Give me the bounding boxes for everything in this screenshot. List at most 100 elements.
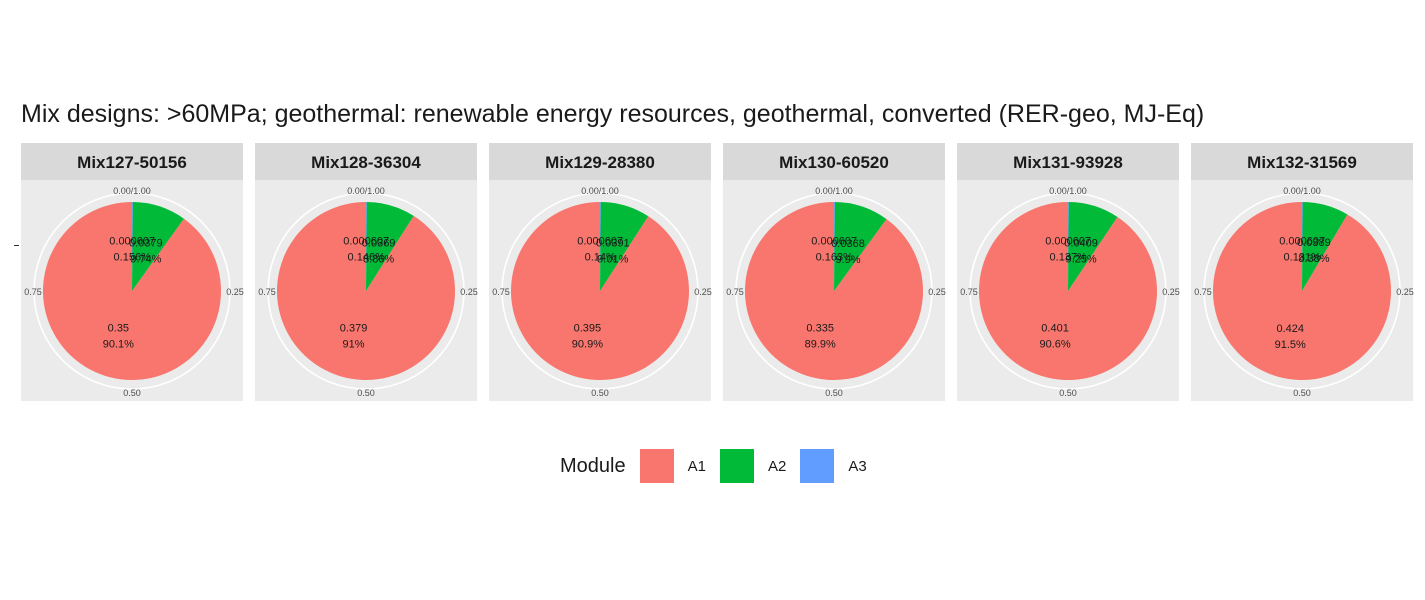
legend-item-a2: A2: [719, 449, 787, 483]
facet-strip-label: Mix127-50156: [77, 153, 187, 172]
pie-slice-a1: [745, 202, 924, 380]
data-label-percent: 89.9%: [805, 338, 836, 350]
data-label-value: 0.0368: [831, 238, 865, 250]
data-label-percent: 0.163%: [816, 252, 854, 264]
polar-tick-label: 0.00/1.00: [113, 186, 151, 196]
data-label-percent: 8.38%: [1298, 253, 1329, 265]
data-label-value: 0.335: [806, 322, 834, 334]
polar-tick-label: 0.50: [123, 388, 141, 398]
legend-key-a2: [719, 449, 754, 483]
data-label-value: 0.000607: [343, 236, 389, 248]
polar-tick-label: 0.75: [492, 287, 510, 297]
pie-slice-a2: [1302, 202, 1348, 291]
legend: Module A1 A2 A3: [560, 448, 881, 484]
data-label-percent: 9.01%: [597, 253, 628, 265]
legend-key-a1: [639, 449, 674, 483]
data-label-percent: 0.156%: [114, 252, 152, 264]
data-label-value: 0.0391: [596, 237, 630, 249]
facet-strip: [723, 143, 945, 180]
data-label-value: 0.35: [108, 322, 129, 334]
data-label-percent: 90.6%: [1039, 339, 1070, 351]
data-label-value: 0.379: [340, 323, 368, 335]
pie-slice-a2: [834, 202, 887, 291]
axis-tick-mark: [14, 245, 19, 246]
data-label-value: 0.000607: [109, 236, 155, 248]
pie-slice-a1: [42, 202, 222, 380]
pie-slice-a3: [1302, 202, 1303, 291]
legend-label-a1: A1: [687, 457, 706, 475]
data-label-value: 0.0389: [1297, 237, 1331, 249]
data-label-value: 0.0409: [1064, 237, 1098, 249]
data-label-percent: 91.5%: [1275, 339, 1306, 351]
pie-slice-a2: [1068, 202, 1118, 291]
data-label-value: 0.000607: [1045, 236, 1091, 248]
facet-strip: [489, 143, 711, 180]
polar-tick-label: 0.75: [258, 287, 276, 297]
polar-tick-label: 0.75: [726, 287, 744, 297]
pie-slice-a2: [366, 202, 414, 291]
pie-slice-a3: [132, 202, 133, 291]
polar-tick-label: 0.00/1.00: [347, 186, 385, 196]
data-label-value: 0.424: [1276, 323, 1304, 335]
data-label-percent: 91%: [343, 339, 365, 351]
legend-label-a2: A2: [767, 457, 787, 475]
data-label-value: 0.000607: [1279, 236, 1325, 248]
legend-key-a3: [800, 449, 835, 483]
pie-slice-a2: [600, 202, 649, 291]
polar-tick-label: 0.00/1.00: [815, 186, 853, 196]
pie-slice-a3: [600, 202, 601, 291]
legend-item-a1: A1: [639, 449, 706, 483]
data-label-percent: 9.74%: [130, 254, 161, 266]
pie-slice-a2: [132, 202, 184, 291]
data-label-value: 0.0379: [129, 238, 163, 250]
polar-tick-label: 0.00/1.00: [1283, 186, 1321, 196]
data-label-percent: 9.9%: [835, 254, 860, 266]
polar-tick-label: 0.25: [928, 287, 946, 297]
data-label-value: 0.401: [1041, 323, 1069, 335]
polar-grid-ring: [267, 192, 465, 390]
data-label-value: 0.000607: [811, 236, 857, 248]
polar-tick-label: 0.50: [825, 388, 843, 398]
data-label-percent: 9.25%: [1066, 253, 1097, 265]
pie-slice-a1: [979, 202, 1157, 380]
polar-tick-label: 0.00/1.00: [581, 186, 619, 196]
polar-tick-label: 0.25: [694, 287, 712, 297]
facet-strip-label: Mix130-60520: [779, 153, 889, 172]
polar-tick-label: 0.50: [1293, 388, 1311, 398]
pie-slice-a1: [1212, 202, 1391, 380]
data-label-percent: 0.146%: [348, 252, 386, 264]
facet-strip: [1191, 143, 1413, 180]
pie-slice-a3: [366, 202, 367, 291]
polar-grid-ring: [735, 192, 933, 390]
pie-slice-a3: [1068, 202, 1069, 291]
polar-tick-label: 0.75: [24, 287, 42, 297]
data-label-percent: 0.131%: [1284, 252, 1322, 264]
data-label-value: 0.0369: [362, 237, 396, 249]
facet-strip-label: Mix131-93928: [1013, 153, 1123, 172]
data-label-percent: 90.9%: [572, 339, 603, 351]
polar-tick-label: 0.25: [460, 287, 478, 297]
data-label-percent: 90.1%: [103, 338, 134, 350]
polar-grid-ring: [969, 192, 1167, 390]
legend-item-a3: A3: [800, 449, 867, 483]
polar-grid-ring: [1203, 192, 1401, 390]
facet-strip: [957, 143, 1179, 180]
facet-strip: [21, 143, 243, 180]
polar-tick-label: 0.75: [1194, 287, 1212, 297]
data-label-value: 0.000607: [577, 236, 623, 248]
data-label-percent: 0.14%: [585, 252, 616, 264]
polar-tick-label: 0.25: [1396, 287, 1414, 297]
data-label-percent: 8.86%: [363, 253, 394, 265]
facet-strip: [255, 143, 477, 180]
chart-title: Mix designs: >60MPa; geothermal: renewab…: [21, 100, 1205, 128]
data-label-value: 0.395: [574, 323, 602, 335]
polar-tick-label: 0.50: [591, 388, 609, 398]
facet-strip-label: Mix132-31569: [1247, 153, 1357, 172]
polar-tick-label: 0.50: [1059, 388, 1077, 398]
polar-tick-label: 0.25: [226, 287, 244, 297]
polar-tick-label: 0.50: [357, 388, 375, 398]
legend-label-a3: A3: [848, 457, 867, 475]
facet-strip-label: Mix128-36304: [311, 153, 421, 172]
polar-tick-label: 0.00/1.00: [1049, 186, 1087, 196]
